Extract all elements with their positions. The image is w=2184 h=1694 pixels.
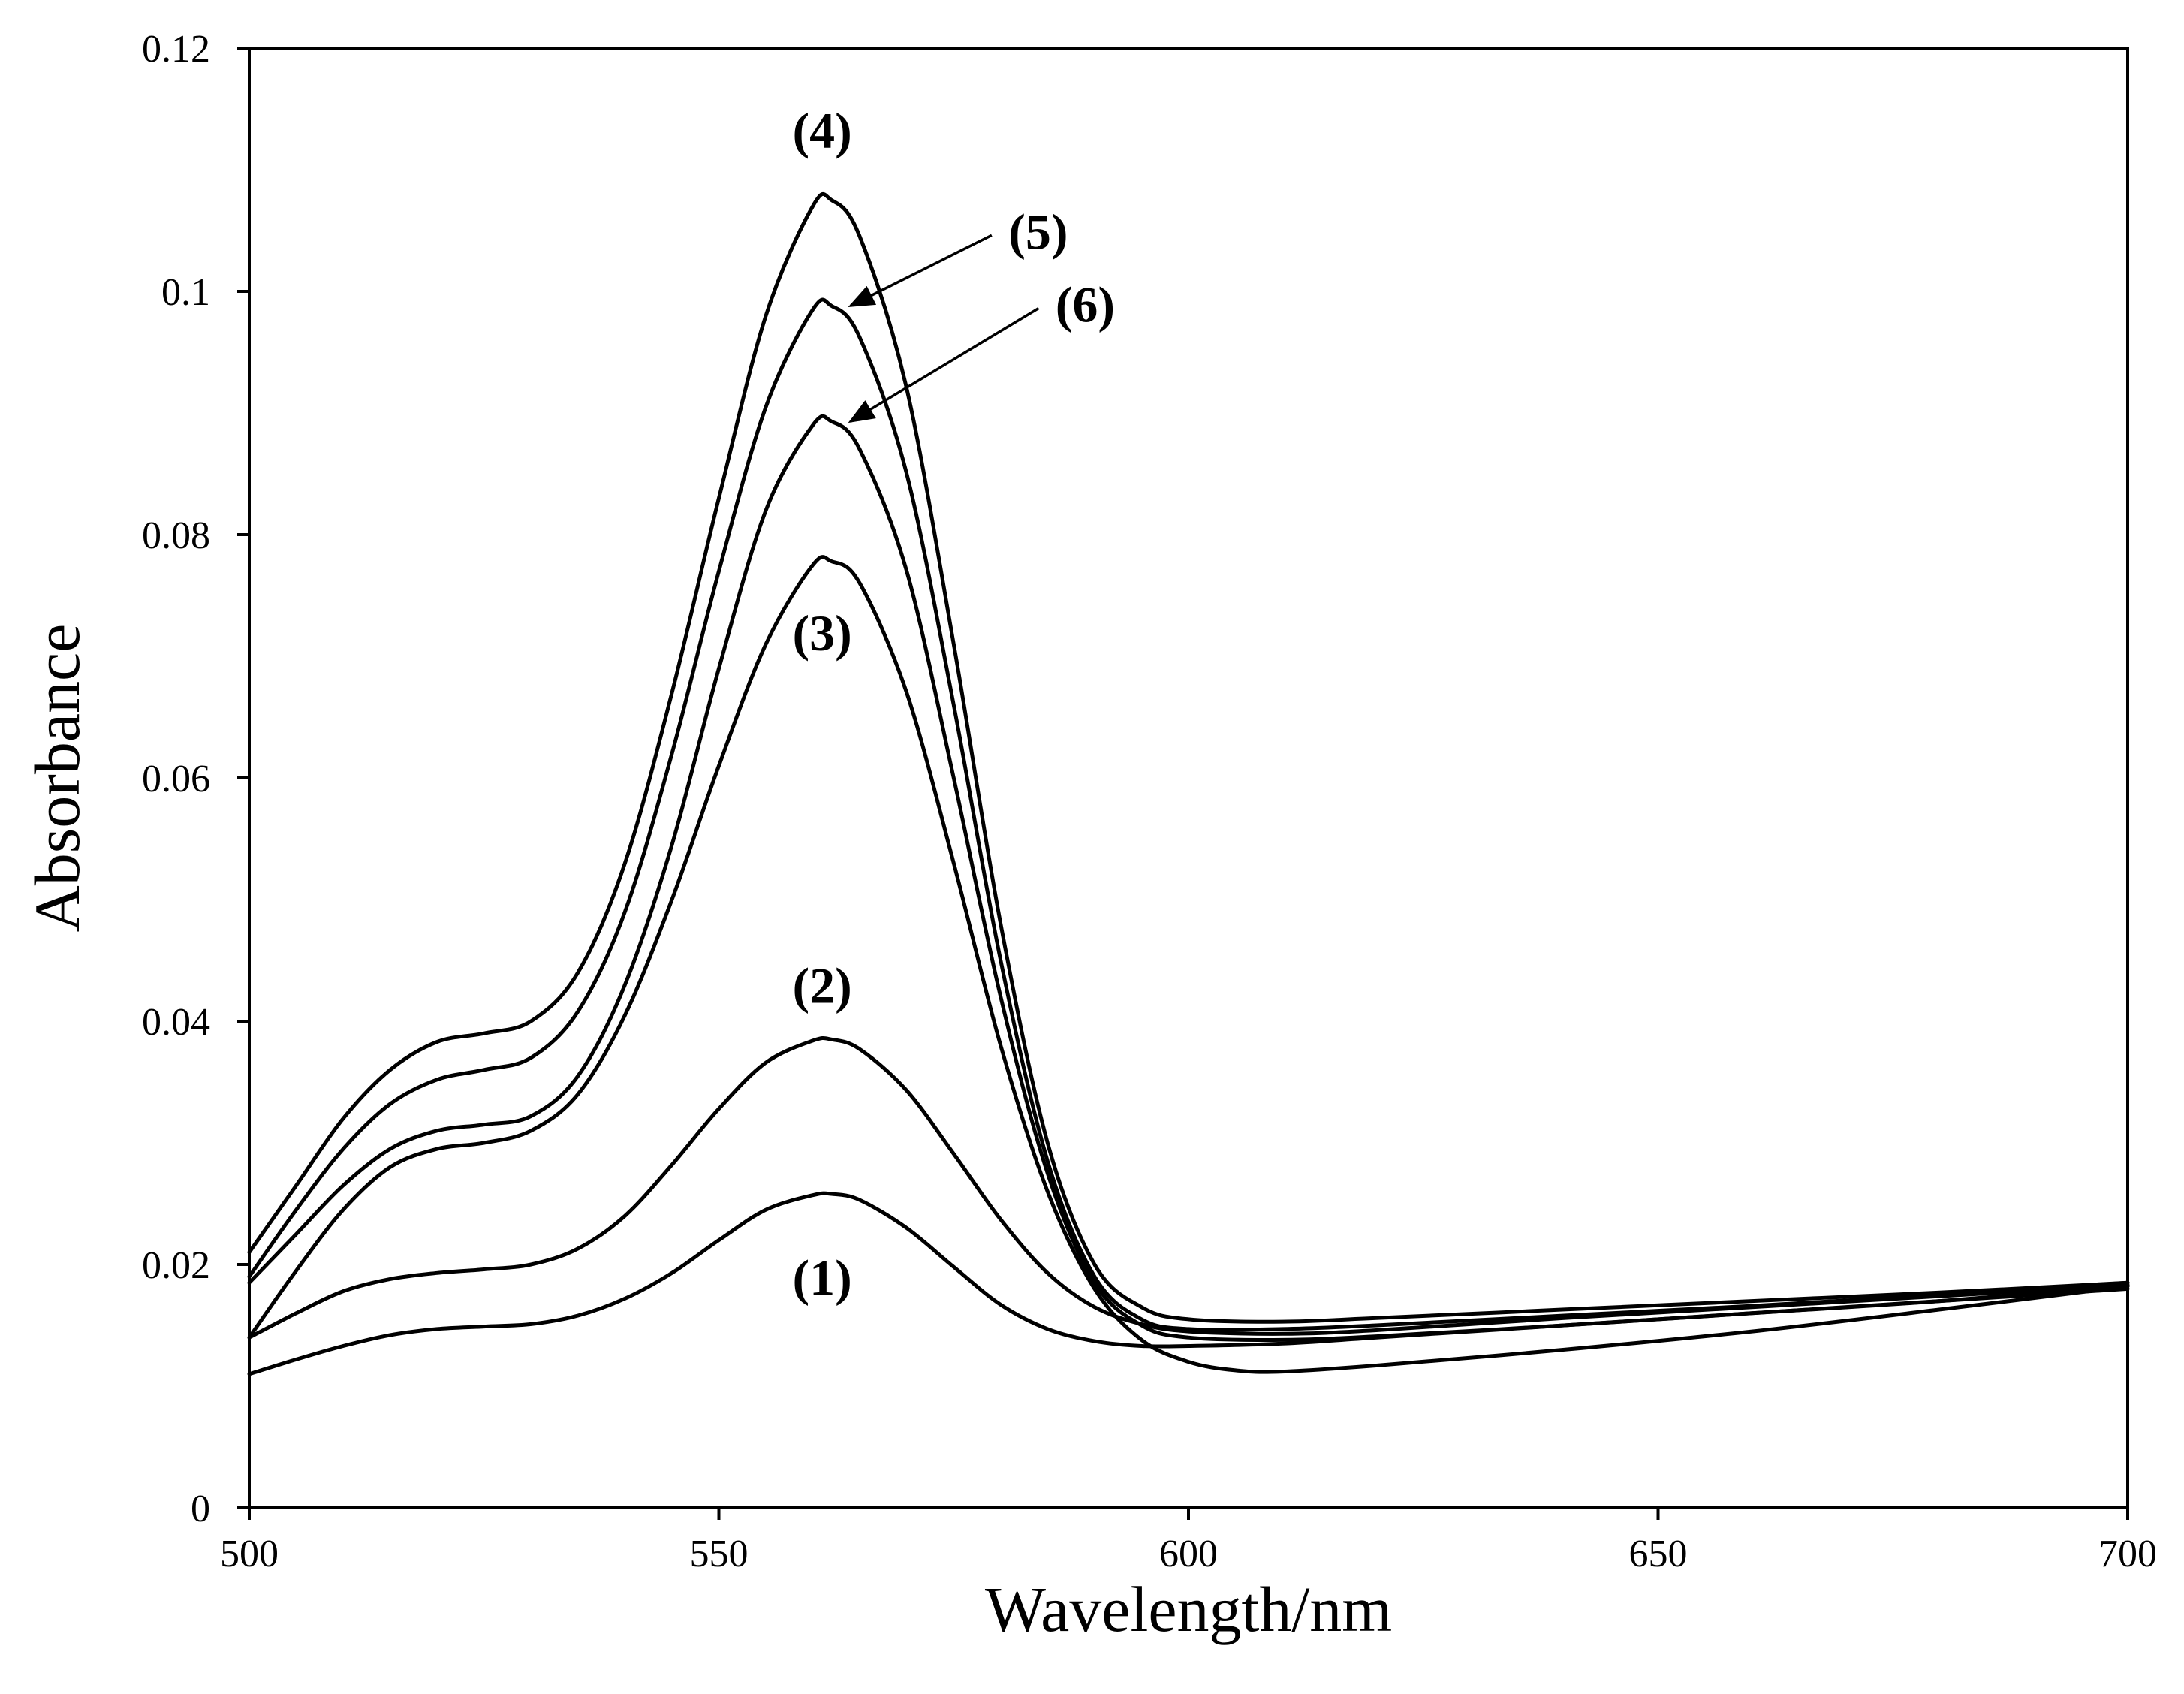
y-tick-label: 0.02: [142, 1244, 210, 1287]
curve-label-6: (6): [1056, 276, 1115, 333]
curve-label-5: (5): [1008, 203, 1068, 260]
y-tick-label: 0: [191, 1488, 210, 1530]
series-line-5: [247, 297, 2130, 1332]
series-line-6: [247, 414, 2130, 1342]
series-line-4: [247, 191, 2130, 1324]
annotation-arrow-6: [848, 307, 1040, 424]
x-tick-label: 650: [1629, 1533, 1688, 1575]
x-tick-label: 500: [220, 1533, 279, 1575]
plot-frame: [248, 47, 2129, 1509]
y-tick-label: 0.12: [142, 28, 210, 71]
series-line-1: [247, 1191, 2130, 1376]
x-tick-label: 600: [1159, 1533, 1218, 1575]
y-axis-ticks: 0 0.02 0.04 0.06 0.08 0.1 0.12: [142, 28, 249, 1530]
y-tick-label: 0.04: [142, 1001, 210, 1044]
x-axis-ticks: 500 550 600 650 700: [220, 1508, 2157, 1575]
x-axis-title: Wavelength/nm: [985, 1573, 1392, 1645]
y-tick-label: 0.1: [161, 271, 210, 314]
y-tick-label: 0.06: [142, 758, 210, 800]
curve-label-3: (3): [792, 604, 851, 662]
x-tick-label: 550: [690, 1533, 749, 1575]
curve-label-4: (4): [792, 102, 851, 159]
series-group: [247, 191, 2130, 1376]
curve-label-2: (2): [792, 957, 851, 1014]
curve-label-1: (1): [792, 1249, 851, 1307]
x-tick-label: 700: [2098, 1533, 2157, 1575]
series-line-3: [247, 555, 2130, 1374]
y-tick-label: 0.08: [142, 514, 210, 557]
y-axis-title: Absorbance: [21, 624, 93, 933]
annotation-arrow-5: [848, 234, 993, 308]
series-line-2: [247, 1035, 2130, 1340]
curve-annotations: (1) (2) (3) (4) (5) (6): [792, 102, 1115, 1307]
